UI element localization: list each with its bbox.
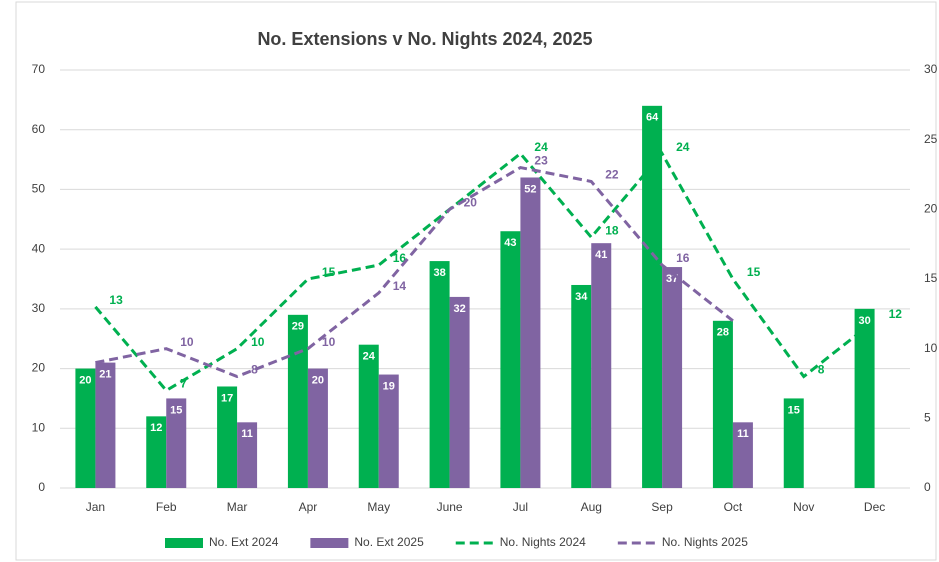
x-tick-label: Jan (86, 500, 105, 514)
bar-label: 11 (737, 428, 749, 440)
x-tick-label: Oct (724, 500, 743, 514)
line-label: 16 (676, 251, 690, 265)
x-tick-label: Feb (156, 500, 177, 514)
y-tick-label: 60 (32, 122, 46, 136)
x-tick-label: Mar (227, 500, 248, 514)
line-label: 16 (393, 251, 407, 265)
bar-label: 41 (595, 249, 607, 261)
bar-label: 15 (788, 404, 800, 416)
bar (287, 314, 308, 488)
bar-label: 29 (292, 321, 304, 333)
y2-tick-label: 15 (924, 271, 938, 285)
bar (500, 231, 521, 488)
x-tick-label: Jul (513, 500, 528, 514)
bar-label: 24 (363, 351, 376, 363)
line-label: 13 (109, 293, 123, 307)
bar (75, 368, 96, 488)
bar (307, 368, 328, 488)
y-tick-label: 40 (32, 241, 46, 255)
x-tick-label: Apr (299, 500, 318, 514)
legend-label: No. Ext 2024 (209, 535, 279, 549)
line-label: 10 (180, 335, 194, 349)
line-label: 20 (464, 196, 478, 210)
bar (378, 374, 399, 488)
bar (571, 284, 592, 488)
y2-tick-label: 20 (924, 202, 938, 216)
line (94, 150, 876, 393)
line-label: 10 (322, 335, 336, 349)
bar (732, 422, 753, 488)
legend-swatch (165, 538, 203, 548)
bar-label: 20 (312, 374, 324, 386)
bar-label: 38 (433, 267, 445, 279)
line-label: 8 (818, 363, 825, 377)
bar-label: 32 (453, 303, 465, 315)
y-tick-label: 30 (32, 301, 46, 315)
bar (449, 296, 470, 488)
y2-tick-label: 10 (924, 341, 938, 355)
line-label: 15 (322, 265, 336, 279)
bar (591, 243, 612, 488)
y-tick-label: 50 (32, 182, 46, 196)
legend-swatch (310, 538, 349, 548)
bar-label: 21 (99, 369, 111, 381)
bar-label: 20 (79, 374, 91, 386)
bar (642, 105, 663, 488)
line-label: 8 (251, 363, 258, 377)
y2-tick-label: 30 (924, 62, 938, 76)
line-label: 24 (534, 140, 548, 154)
line-label: 23 (534, 154, 548, 168)
bar-label: 43 (504, 237, 516, 249)
y-tick-label: 70 (32, 62, 46, 76)
legend-label: No. Nights 2025 (662, 535, 748, 549)
line-label: 7 (180, 377, 187, 391)
y-tick-label: 10 (32, 420, 46, 434)
bar-label: 12 (150, 422, 162, 434)
bar-label: 64 (646, 112, 659, 124)
x-tick-label: Nov (793, 500, 814, 514)
bar-label: 34 (575, 291, 588, 303)
bar-label: 52 (524, 183, 536, 195)
legend-label: No. Ext 2025 (354, 535, 424, 549)
bar (237, 422, 258, 488)
y-tick-label: 0 (38, 480, 45, 494)
legend-label: No. Nights 2024 (500, 535, 586, 549)
bar-label: 28 (717, 327, 729, 339)
x-tick-label: Aug (581, 500, 602, 514)
line-label: 12 (889, 307, 903, 321)
bar (146, 416, 167, 488)
chart-title: No. Extensions v No. Nights 2024, 2025 (257, 29, 592, 49)
y-tick-label: 20 (32, 361, 46, 375)
bar-label: 17 (221, 392, 233, 404)
bar (854, 308, 875, 488)
line-label: 10 (251, 335, 265, 349)
bar (783, 398, 804, 488)
bar (712, 320, 733, 488)
bar (166, 398, 187, 488)
x-tick-label: Dec (864, 500, 885, 514)
bar-label: 15 (170, 404, 182, 416)
bar-label: 30 (858, 315, 870, 327)
y2-tick-label: 0 (924, 480, 931, 494)
bar (662, 267, 683, 488)
y2-tick-label: 25 (924, 132, 938, 146)
line-label: 18 (605, 223, 619, 237)
line-label: 14 (393, 279, 407, 293)
line (95, 165, 734, 379)
bar (217, 386, 238, 488)
bar-label: 19 (383, 380, 395, 392)
x-tick-label: May (367, 500, 390, 514)
bar (429, 261, 450, 488)
bar (358, 344, 379, 488)
x-tick-label: June (437, 500, 463, 514)
bar (95, 362, 116, 488)
line-label: 24 (676, 140, 690, 154)
bar (520, 177, 541, 488)
y2-tick-label: 5 (924, 411, 931, 425)
x-tick-label: Sep (651, 500, 673, 514)
line-label: 22 (605, 168, 619, 182)
line-label: 15 (747, 265, 761, 279)
bar-label: 11 (241, 428, 253, 440)
